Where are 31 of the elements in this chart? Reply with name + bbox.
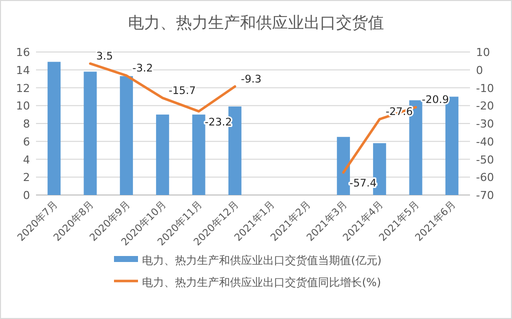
y-tick-label: 8 bbox=[23, 118, 30, 130]
y2-tick-label: -30 bbox=[476, 118, 494, 130]
y2-tick-label: -70 bbox=[476, 189, 494, 202]
y2-tick-label: -50 bbox=[476, 153, 494, 166]
bar bbox=[336, 136, 350, 195]
y2-tick-label: -40 bbox=[476, 135, 494, 148]
y2-tick-label: -20 bbox=[476, 100, 494, 113]
y-tick-label: 12 bbox=[16, 82, 30, 95]
y-tick-label: 10 bbox=[16, 100, 30, 113]
y-tick-label: 6 bbox=[23, 135, 30, 148]
y2-tick-label: -10 bbox=[476, 82, 494, 95]
y-tick-label: 16 bbox=[16, 46, 30, 59]
data-label: -9.3 bbox=[240, 74, 262, 86]
legend-label: 电力、热力生产和供应业出口交货值当期值(亿元) bbox=[142, 254, 382, 267]
bar bbox=[156, 114, 170, 195]
y-tick-label: 4 bbox=[23, 153, 30, 166]
y2-tick-label: 0 bbox=[476, 64, 483, 77]
y2-tick-label: 10 bbox=[476, 46, 490, 59]
y2-tick-label: -60 bbox=[476, 171, 494, 184]
data-label: 3.5 bbox=[96, 50, 113, 63]
y-tick-label: 0 bbox=[23, 189, 30, 202]
bar bbox=[84, 72, 97, 195]
data-label: -15.7 bbox=[168, 84, 196, 97]
y-tick-label: 2 bbox=[23, 171, 30, 184]
bar bbox=[120, 76, 133, 195]
legend-label: 电力、热力生产和供应业出口交货值同比增长(%) bbox=[142, 276, 382, 289]
y-tick-label: 14 bbox=[16, 64, 30, 77]
chart-title: 电力、热力生产和供应业出口交货值 bbox=[128, 13, 384, 32]
data-label: -3.2 bbox=[132, 62, 153, 75]
bar bbox=[48, 62, 61, 195]
bar bbox=[192, 114, 206, 195]
